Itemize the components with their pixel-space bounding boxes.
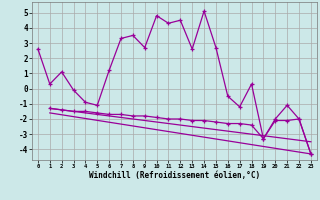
X-axis label: Windchill (Refroidissement éolien,°C): Windchill (Refroidissement éolien,°C) [89,171,260,180]
